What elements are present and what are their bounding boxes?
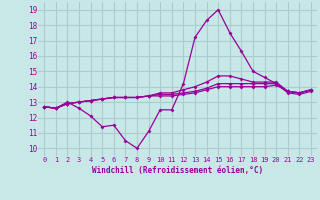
X-axis label: Windchill (Refroidissement éolien,°C): Windchill (Refroidissement éolien,°C): [92, 166, 263, 175]
